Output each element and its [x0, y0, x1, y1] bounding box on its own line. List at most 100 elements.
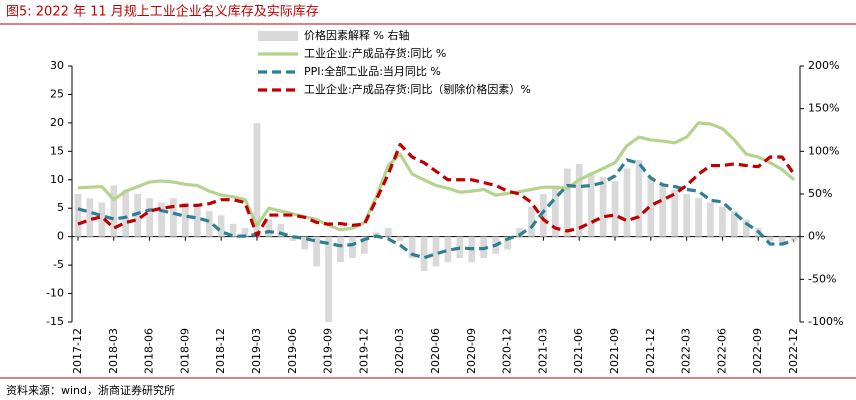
- bar: [313, 236, 320, 267]
- bar: [396, 236, 404, 241]
- bar: [671, 189, 679, 237]
- bar: [134, 194, 141, 237]
- source: 资料来源：wind，浙商证券研究所: [6, 383, 175, 397]
- chart-title: 图5: 2022 年 11 月规上工业企业名义库存及实际库存: [6, 4, 319, 20]
- x-tick-label: 2022-09: [751, 328, 764, 374]
- y-tick-label: -5: [53, 258, 64, 271]
- bar: [742, 219, 750, 237]
- y2-tick-label: -50%: [808, 272, 836, 285]
- x-tick-label: 2017-12: [71, 328, 84, 374]
- bar: [707, 202, 714, 237]
- x-tick-label: 2019-03: [250, 328, 263, 374]
- y2-tick-label: 200%: [808, 59, 839, 72]
- bar: [766, 236, 774, 241]
- legend-label: 工业企业:产成品存货:同比（剔除价格因素）%: [304, 82, 531, 96]
- bar: [289, 236, 297, 241]
- bar: [384, 228, 392, 237]
- y-tick-label: -15: [46, 315, 64, 328]
- bar: [623, 168, 631, 237]
- y-tick-label: 5: [57, 201, 64, 214]
- x-tick-label: 2020-09: [465, 328, 478, 374]
- bar: [719, 206, 726, 237]
- bar: [74, 194, 82, 237]
- bar: [325, 236, 332, 322]
- bar: [659, 185, 667, 237]
- bar: [408, 236, 416, 258]
- y2-tick-label: 150%: [808, 102, 839, 115]
- x-tick-label: 2021-03: [536, 328, 549, 374]
- bar: [229, 223, 237, 237]
- bar: [420, 236, 428, 271]
- x-tick-label: 2020-06: [429, 328, 442, 374]
- bar: [790, 236, 798, 241]
- x-tick-label: 2022-12: [787, 328, 800, 374]
- y2-tick-label: 50%: [808, 187, 832, 200]
- bar: [563, 168, 571, 237]
- bar: [528, 206, 535, 237]
- x-tick-label: 2020-03: [393, 328, 406, 374]
- bar: [146, 198, 153, 237]
- x-tick-label: 2018-12: [214, 328, 227, 374]
- bar: [361, 236, 368, 254]
- x-tick-label: 2020-12: [501, 328, 514, 374]
- y-tick-label: 30: [50, 59, 64, 72]
- legend-label: PPI:全部工业品:当月同比 %: [304, 64, 441, 78]
- legend-swatch: [258, 31, 298, 41]
- bar: [778, 236, 786, 246]
- bar: [432, 236, 440, 267]
- x-tick-label: 2019-06: [286, 328, 299, 374]
- bar: [587, 172, 595, 237]
- bar: [444, 236, 452, 263]
- x-tick-label: 2021-06: [572, 328, 585, 374]
- bar: [277, 223, 285, 237]
- bar: [516, 228, 523, 237]
- y-tick-label: 25: [50, 87, 64, 100]
- bar: [182, 202, 189, 237]
- x-tick-label: 2019-12: [357, 328, 370, 374]
- bar: [540, 194, 547, 237]
- x-tick-label: 2019-09: [322, 328, 335, 374]
- bar: [217, 215, 225, 237]
- bar: [205, 211, 213, 237]
- bar: [301, 236, 309, 250]
- bar: [635, 159, 643, 237]
- y2-tick-label: -100%: [808, 315, 843, 328]
- y2-tick-label: 100%: [808, 144, 839, 157]
- bar: [647, 176, 655, 237]
- line: [77, 142, 796, 238]
- bar: [683, 194, 690, 237]
- x-tick-label: 2018-06: [143, 328, 156, 374]
- bar: [552, 185, 559, 237]
- bar: [98, 202, 106, 237]
- y-tick-label: -10: [46, 287, 64, 300]
- x-tick-label: 2022-03: [680, 328, 693, 374]
- bar: [110, 185, 118, 237]
- x-tick-label: 2022-06: [715, 328, 728, 374]
- bar: [575, 164, 583, 237]
- bar: [695, 198, 702, 237]
- bar: [86, 198, 94, 237]
- x-tick-label: 2021-12: [644, 328, 657, 374]
- bar: [122, 189, 130, 237]
- y-tick-label: 0: [57, 230, 64, 243]
- bar: [253, 123, 261, 237]
- bar: [158, 202, 165, 237]
- bar: [731, 211, 738, 237]
- x-tick-label: 2018-03: [107, 328, 120, 374]
- bar: [599, 176, 607, 237]
- bar: [170, 198, 177, 237]
- bar: [349, 236, 356, 258]
- y-tick-label: 15: [50, 144, 64, 157]
- bar: [241, 228, 249, 237]
- legend-label: 工业企业:产成品存货:同比 %: [304, 46, 446, 60]
- legend-label: 价格因素解释 % 右轴: [304, 28, 409, 42]
- bar: [337, 236, 344, 263]
- line: [77, 158, 795, 260]
- x-tick-label: 2021-09: [608, 328, 621, 374]
- bar: [193, 206, 201, 237]
- y-tick-label: 20: [50, 116, 64, 129]
- bar: [504, 236, 511, 250]
- x-tick-label: 2018-09: [178, 328, 191, 374]
- line: [77, 121, 796, 232]
